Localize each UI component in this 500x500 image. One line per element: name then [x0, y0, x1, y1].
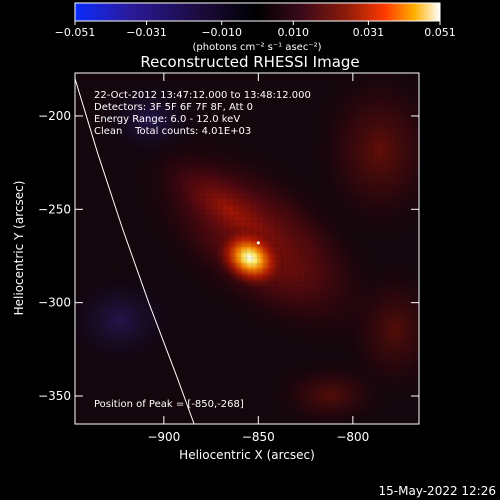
colorbar-tick-label: 0.010 [278, 26, 310, 39]
y-tick-label: −350 [38, 389, 71, 403]
solar-limb-line [75, 78, 195, 424]
peak-position-label: Position of Peak = [-850,-268] [94, 399, 244, 410]
colorbar: −0.051 −0.031 −0.010 0.010 0.031 0.051 (photo… [55, 2, 456, 53]
chart-title: Reconstructed RHESSI Image [140, 53, 359, 71]
x-axis: −900 −850 −800 [147, 73, 369, 444]
annotation-block: 22-Oct-2012 13:47:12.000 to 13:48:12.000… [94, 90, 311, 137]
annotation-time-range: 22-Oct-2012 13:47:12.000 to 13:48:12.000 [94, 90, 311, 101]
annotation-detectors: Detectors: 3F 5F 6F 7F 8F, Att 0 [94, 102, 253, 113]
footer-timestamp: 15-May-2022 12:26 [379, 484, 496, 498]
plot-frame [74, 72, 420, 425]
annotation-energy-range: Energy Range: 6.0 - 12.0 keV [94, 114, 240, 125]
y-tick-label: −300 [38, 296, 71, 310]
colorbar-ticks: −0.051 −0.031 −0.010 0.010 0.031 0.051 [55, 21, 456, 39]
x-tick-label: −800 [336, 430, 369, 444]
annotation-clean-counts: Clean Total counts: 4.01E+03 [94, 126, 251, 137]
peak-marker [256, 241, 260, 245]
x-tick-label: −900 [147, 430, 180, 444]
colorbar-tick-label: 0.031 [353, 26, 385, 39]
colorbar-tick-label: −0.051 [55, 26, 96, 39]
colorbar-gradient [74, 2, 441, 22]
x-axis-label: Heliocentric X (arcsec) [179, 448, 315, 462]
colorbar-units: (photons cm⁻² s⁻¹ asec⁻²) [192, 42, 321, 53]
colorbar-tick-label: 0.051 [424, 26, 456, 39]
y-tick-label: −200 [38, 109, 71, 123]
colorbar-tick-label: −0.010 [201, 26, 242, 39]
y-axis: −200 −250 −300 −350 [38, 109, 419, 403]
y-axis-label: Heliocentric Y (arcsec) [12, 181, 26, 316]
colorbar-tick-label: −0.031 [126, 26, 167, 39]
x-tick-label: −850 [242, 430, 275, 444]
heatmap-image [75, 73, 419, 424]
peak-point [256, 241, 260, 245]
y-tick-label: −250 [38, 202, 71, 216]
